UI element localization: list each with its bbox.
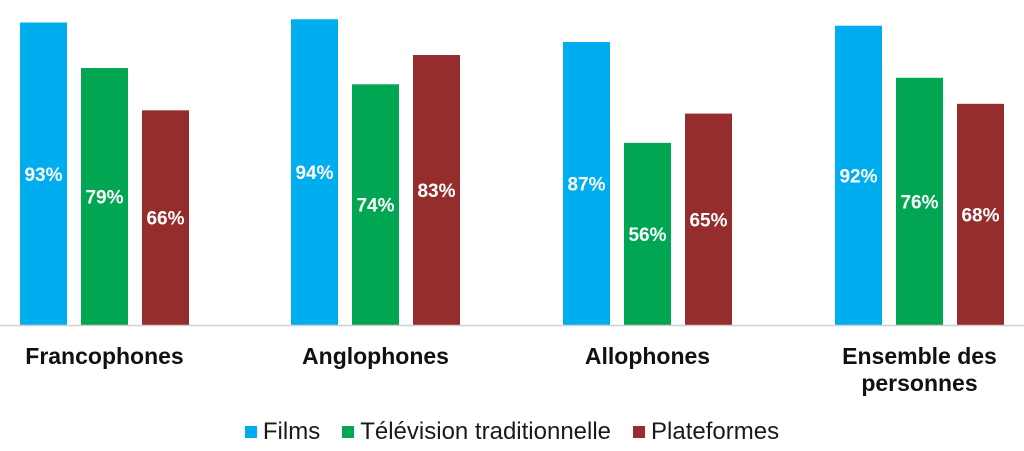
data-label-plateformes-anglophones: 83% xyxy=(417,181,455,202)
bar-plateformes-ensemble-des-personnes xyxy=(957,103,1004,326)
legend-label-plateformes: Plateformes xyxy=(651,418,780,445)
data-label-plateformes-francophones: 66% xyxy=(146,209,184,230)
data-label-films-ensemble-des-personnes: 92% xyxy=(839,166,877,187)
legend-label-films: Films xyxy=(262,418,321,445)
legend-item-films: Films xyxy=(244,418,321,446)
legend-swatch-television xyxy=(342,426,355,438)
data-label-television-traditionnelle-francophones: 79% xyxy=(85,188,123,209)
bar-television-traditionnelle-ensemble-des-personnes xyxy=(896,77,943,325)
bar-plateformes-allophones xyxy=(685,113,732,325)
bar-films-anglophones xyxy=(291,19,338,326)
legend-swatch-plateformes xyxy=(633,426,646,438)
category-label-francophones: Francophones xyxy=(25,343,183,369)
bar-television-traditionnelle-allophones xyxy=(624,142,671,325)
category-label-allophones: Allophones xyxy=(585,343,710,369)
data-label-films-allophones: 87% xyxy=(567,175,605,196)
bar-films-ensemble-des-personnes xyxy=(835,25,882,325)
bar-television-traditionnelle-anglophones xyxy=(352,84,399,325)
category-label-ensemble-des-personnes: Ensemble des personnes xyxy=(842,343,997,396)
bar-films-allophones xyxy=(563,42,610,325)
legend-label-television: Télévision traditionnelle xyxy=(360,418,612,445)
data-label-television-traditionnelle-allophones: 56% xyxy=(628,225,666,246)
bar-plateformes-anglophones xyxy=(413,55,460,325)
data-label-films-anglophones: 94% xyxy=(295,163,333,184)
legend-item-plateformes: Plateformes xyxy=(633,418,779,446)
data-label-films-francophones: 93% xyxy=(24,165,62,186)
bar-television-traditionnelle-francophones xyxy=(81,68,128,325)
data-label-television-traditionnelle-anglophones: 74% xyxy=(356,196,394,217)
legend-item-television: Télévision traditionnelle xyxy=(342,418,611,446)
data-label-plateformes-ensemble-des-personnes: 68% xyxy=(961,205,999,226)
data-label-plateformes-allophones: 65% xyxy=(689,210,727,231)
bar-films-francophones xyxy=(20,22,67,326)
data-label-television-traditionnelle-ensemble-des-personnes: 76% xyxy=(900,192,938,213)
bar-plateformes-francophones xyxy=(142,110,189,325)
legend: Films Télévision traditionnelle Platefor… xyxy=(0,416,1024,448)
category-label-anglophones: Anglophones xyxy=(302,343,449,369)
legend-swatch-films xyxy=(244,426,257,438)
